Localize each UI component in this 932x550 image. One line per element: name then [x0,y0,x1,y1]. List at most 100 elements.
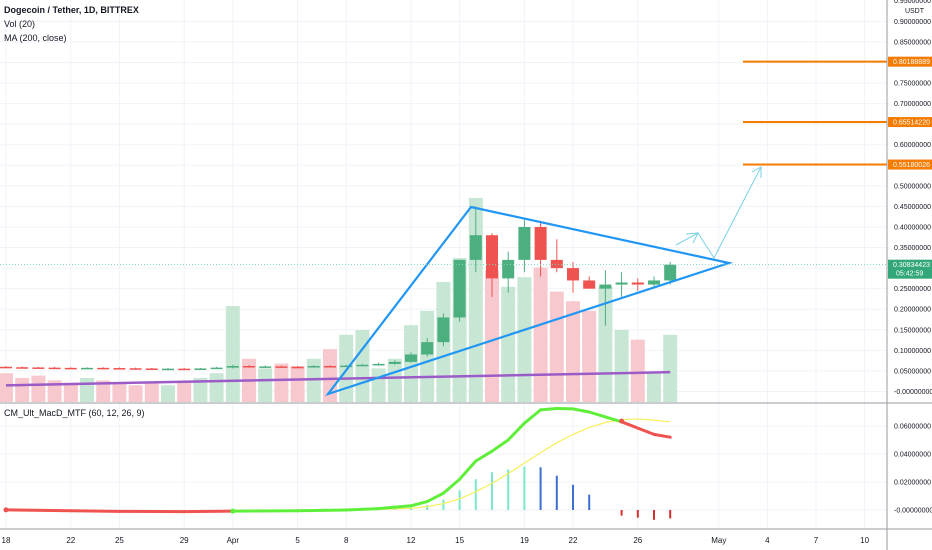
volume-bar [128,385,143,402]
candle-body [32,367,45,369]
candle-body [129,368,142,370]
candle-body [0,366,12,369]
candle[interactable] [32,366,45,369]
candle[interactable] [550,239,563,273]
candle-body [307,365,320,368]
chart-grid [0,0,887,528]
candle[interactable] [664,261,677,285]
macd-tick-label: 0.02000000 [894,480,931,487]
candle-body [340,365,353,368]
candle-body [567,268,579,281]
candle[interactable] [372,362,385,366]
candle-body [405,354,417,362]
candle[interactable] [259,365,272,368]
candle-body [469,235,482,260]
projection-arrow[interactable] [675,166,762,259]
ma200-line [5,370,671,387]
candle[interactable] [129,367,142,370]
macd-tick-label: 0.04000000 [894,452,931,459]
volume-bar [144,382,159,402]
candle[interactable] [81,367,93,370]
macd-line-segment [69,509,121,513]
candle[interactable] [113,367,126,370]
candle[interactable] [64,367,77,370]
volume-legend[interactable]: Vol (20) [4,19,36,29]
candle[interactable] [48,366,61,370]
candle-body [97,367,110,370]
volume-bar [647,373,661,402]
candle[interactable] [469,206,482,273]
volume-bar [404,325,418,402]
price-tick-label: 0.40000000 [894,224,931,231]
drawings-layer[interactable] [0,166,887,397]
candle[interactable] [453,259,466,322]
candle[interactable] [97,367,110,370]
macd-cross-dot [3,507,9,513]
candle[interactable] [145,367,158,370]
current-price-label: 0.30834423 [893,262,930,269]
ma-legend[interactable]: MA (200, close) [4,33,67,43]
macd-legend[interactable]: CM_Ult_MacD_MTF (60, 12, 26, 9) [4,408,145,418]
time-tick-label: 7 [814,536,819,545]
price-tick-label: 0.45000000 [894,204,931,211]
candle[interactable] [388,360,401,365]
macd-signal-line [5,418,671,513]
candle[interactable] [631,278,644,291]
time-tick-label: 19 [520,536,529,545]
candle[interactable] [243,365,255,368]
candle[interactable] [567,261,579,293]
candle[interactable] [0,365,12,369]
symmetrical-triangle[interactable] [324,205,734,397]
time-tick-label: 22 [66,536,75,545]
candle[interactable] [356,363,369,367]
target-price-badge [888,117,932,128]
price-tick-label: 0.75000000 [894,81,931,88]
candle[interactable] [421,338,434,357]
candle[interactable] [275,365,288,368]
candle[interactable] [162,368,174,371]
candlesticks[interactable] [0,206,677,371]
time-tick-label: 18 [2,536,11,545]
candle-body [291,366,304,369]
time-tick-label: 26 [633,536,642,545]
candle-body [550,259,563,269]
macd-line-segment [587,410,607,419]
candle[interactable] [534,220,547,277]
macd-line-segment [425,491,445,504]
candle[interactable] [583,276,596,289]
macd-cross-dot [230,508,236,514]
candle-body [194,368,207,370]
candle[interactable] [324,365,336,368]
candle[interactable] [178,368,191,371]
candle[interactable] [502,251,515,293]
time-tick-label: 25 [115,536,124,545]
candle[interactable] [615,272,628,297]
time-tick-label: 10 [860,536,869,545]
candle-body [631,282,644,285]
candle[interactable] [599,270,612,326]
target-price-label: 0.55180026 [893,162,930,169]
time-tick-label: 15 [455,536,464,545]
candle[interactable] [291,365,304,369]
candle[interactable] [405,352,417,363]
target-lines[interactable] [743,60,887,166]
price-tick-label: 0.25000000 [894,286,931,293]
candle[interactable] [226,364,239,369]
volume-bar [31,375,46,402]
symbol-title[interactable]: Dogecoin / Tether, 1D, BITTREX [4,5,139,15]
volume-bar [614,330,629,402]
candle[interactable] [518,218,531,273]
candle[interactable] [307,365,320,368]
candle[interactable] [340,364,353,368]
candle[interactable] [16,366,29,369]
candle[interactable] [194,367,207,370]
candle-body [486,235,498,279]
candle-body [421,342,434,355]
macd-pane [3,407,672,520]
candle-body [210,367,223,370]
price-tick-label: 0.50000000 [894,183,931,190]
candle-body [648,280,660,285]
candle[interactable] [437,313,450,347]
candle[interactable] [210,366,223,370]
